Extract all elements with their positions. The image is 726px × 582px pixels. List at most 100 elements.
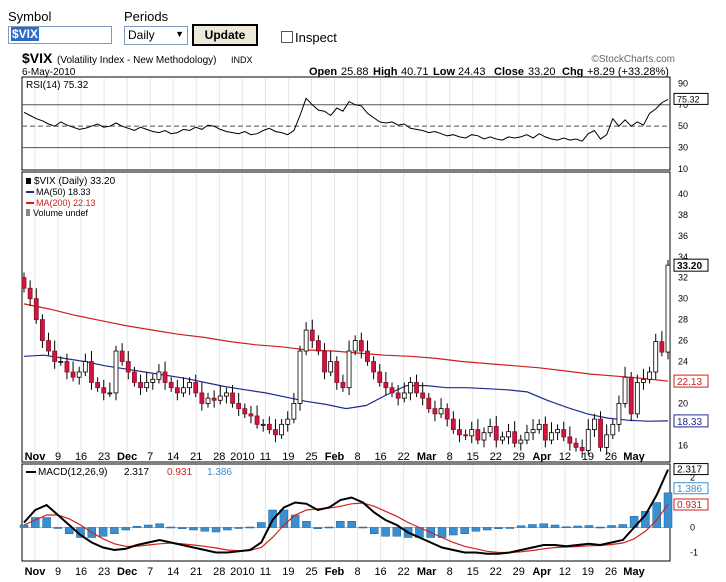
- macd-histogram-bar: [505, 527, 515, 529]
- candle-body: [181, 387, 186, 394]
- x-tick-label: 8: [354, 451, 360, 463]
- periods-select[interactable]: Daily ▼: [124, 26, 188, 45]
- candle-body: [230, 392, 235, 404]
- x-tick-label: 9: [55, 566, 61, 578]
- candle-body: [101, 387, 107, 394]
- macd-badge-value: 2.317: [677, 465, 702, 476]
- close-value: 33.20: [528, 66, 556, 78]
- chg-label: Chg: [562, 66, 583, 78]
- candle-body: [119, 350, 125, 362]
- macd-histogram-bar: [494, 527, 503, 529]
- rsi-y-tick: 50: [678, 121, 688, 131]
- x-tick-label: 26: [605, 451, 617, 463]
- macd-histogram-bar: [245, 526, 255, 529]
- candle-body: [211, 397, 217, 401]
- candle-body: [193, 382, 199, 394]
- periods-label: Periods: [124, 9, 169, 24]
- macd-histogram-bar: [336, 521, 345, 528]
- x-tick-label: Apr: [532, 451, 552, 463]
- vertical-gridlines: Nov Nov 9 9 16 16 23 23 Dec Dec 7 7 14 14 21 21 28 28 2010…: [25, 78, 646, 578]
- macd-histogram-bar: [279, 509, 289, 528]
- x-tick-label: 16: [75, 566, 87, 578]
- candle-body: [579, 446, 585, 451]
- candle-body: [187, 382, 193, 389]
- x-tick-label: 11: [260, 566, 271, 578]
- candle-body: [89, 361, 94, 383]
- x-tick-label: 29: [513, 566, 525, 578]
- candle-body: [33, 298, 39, 321]
- candle-body: [573, 442, 579, 448]
- candle-body: [248, 413, 254, 417]
- x-tick-label: 16: [374, 451, 386, 463]
- x-tick-label: 12: [559, 451, 571, 463]
- candle-body: [542, 423, 548, 441]
- candle-body: [260, 423, 266, 426]
- candle-body: [131, 371, 137, 383]
- inspect-checkbox[interactable]: Inspect: [281, 30, 337, 45]
- candle-body: [610, 423, 616, 436]
- macd-histogram-bar: [177, 527, 187, 529]
- candle-body: [64, 361, 70, 373]
- macd-histogram-bar: [381, 527, 390, 537]
- candle-body: [389, 387, 395, 394]
- macd-histogram-bar: [302, 521, 311, 528]
- x-tick-label: 19: [282, 451, 294, 463]
- macd-line: [23, 469, 669, 555]
- chart-symbol-name: (Volatility Index - New Methodology): [57, 55, 217, 66]
- candle-body: [407, 382, 413, 394]
- macd-signal-badge: [673, 498, 709, 511]
- x-tick-label: 29: [513, 451, 525, 463]
- macd-histogram-bar: [223, 527, 232, 531]
- x-tick-label: 23: [98, 451, 110, 463]
- candle-body: [585, 429, 591, 451]
- macd-histogram-bar: [516, 525, 526, 528]
- macd-legend: MACD(12,26,9) 2.317 0.931 1.386: [26, 467, 232, 478]
- x-tick-label: Apr: [532, 566, 552, 578]
- ma200-badge-value: 22.13: [677, 377, 702, 388]
- ma50-line: [23, 354, 669, 422]
- macd-histogram-bar: [110, 527, 119, 534]
- candle-body: [401, 392, 407, 399]
- low-label: Low: [433, 66, 455, 78]
- candle-body: [340, 382, 346, 389]
- candle-body: [371, 361, 377, 373]
- candle-body: [168, 382, 174, 389]
- rsi-y-tick: 30: [678, 143, 688, 153]
- rsi-y-tick: 90: [678, 78, 688, 88]
- close-badge: [673, 258, 709, 272]
- rsi-current-badge: [673, 92, 709, 105]
- macd-histogram-bar: [42, 517, 51, 528]
- candle-body: [622, 376, 628, 404]
- candle-body: [493, 426, 499, 441]
- symbol-input[interactable]: $VIX: [8, 26, 112, 44]
- macd-histogram-bar: [528, 524, 537, 528]
- candle-body: [457, 429, 462, 436]
- macd-histogram-bar: [98, 527, 108, 537]
- candle-body: [487, 426, 493, 434]
- macd-histogram-bar: [324, 526, 334, 529]
- price-y-tick: 30: [678, 294, 688, 304]
- macd-histogram-bar: [618, 524, 628, 528]
- candle-body: [107, 392, 113, 395]
- x-tick-label: 15: [467, 451, 479, 463]
- price-y-tick: 40: [678, 189, 688, 199]
- candle-body: [634, 382, 640, 415]
- candle-body: [432, 408, 438, 415]
- macd-histogram-bar: [257, 522, 266, 528]
- update-button[interactable]: Update: [192, 24, 258, 46]
- close-badge-value: 33.20: [677, 261, 702, 272]
- macd-histogram-bar: [539, 523, 548, 528]
- rsi-current-value: 75.32: [677, 94, 700, 104]
- candle-body: [395, 392, 401, 399]
- candle-body: [481, 432, 487, 441]
- candle-body: [647, 371, 652, 380]
- candle-body: [444, 408, 450, 420]
- x-tick-label: 19: [582, 451, 594, 463]
- chart-date: 6-May-2010: [22, 67, 76, 78]
- macd-histogram-bar: [652, 502, 661, 528]
- candle-body: [242, 408, 248, 415]
- macd-histogram-bar: [550, 524, 560, 528]
- candle-body: [438, 408, 444, 415]
- candle-body: [156, 371, 162, 380]
- candle-body: [530, 429, 536, 434]
